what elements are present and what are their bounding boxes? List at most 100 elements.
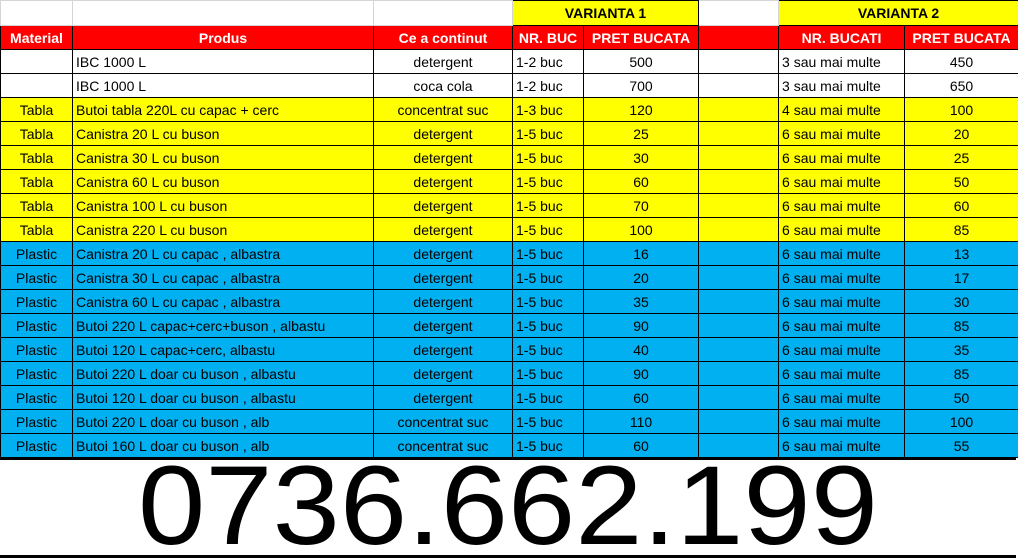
- cell-material[interactable]: Plastic: [1, 338, 73, 362]
- cell-empty[interactable]: [699, 290, 779, 314]
- cell-empty[interactable]: [699, 410, 779, 434]
- cell-produs[interactable]: IBC 1000 L: [73, 50, 374, 74]
- cell-nr1[interactable]: 1-5 buc: [513, 314, 584, 338]
- cell-nr1[interactable]: 1-3 buc: [513, 98, 584, 122]
- cell-continut[interactable]: detergent: [374, 194, 513, 218]
- cell-pret1[interactable]: 30: [584, 146, 699, 170]
- cell-material[interactable]: [1, 50, 73, 74]
- cell-continut[interactable]: detergent: [374, 386, 513, 410]
- cell-continut[interactable]: coca cola: [374, 74, 513, 98]
- cell-pret1[interactable]: 90: [584, 362, 699, 386]
- cell-nr2[interactable]: 6 sau mai multe: [779, 314, 905, 338]
- cell-material[interactable]: Tabla: [1, 122, 73, 146]
- cell-continut[interactable]: detergent: [374, 290, 513, 314]
- cell-nr2[interactable]: 6 sau mai multe: [779, 386, 905, 410]
- cell-pret1[interactable]: 25: [584, 122, 699, 146]
- cell-material[interactable]: Plastic: [1, 242, 73, 266]
- cell-pret2[interactable]: 30: [905, 290, 1018, 314]
- cell-continut[interactable]: detergent: [374, 218, 513, 242]
- cell-empty[interactable]: [699, 434, 779, 458]
- cell-material[interactable]: Plastic: [1, 410, 73, 434]
- cell-pret2[interactable]: 650: [905, 74, 1018, 98]
- cell-produs[interactable]: Canistra 30 L cu capac , albastra: [73, 266, 374, 290]
- cell-material[interactable]: Tabla: [1, 146, 73, 170]
- cell-nr1[interactable]: 1-5 buc: [513, 410, 584, 434]
- cell-nr2[interactable]: 6 sau mai multe: [779, 338, 905, 362]
- cell-pret1[interactable]: 60: [584, 386, 699, 410]
- cell-pret2[interactable]: 50: [905, 386, 1018, 410]
- cell-nr1[interactable]: 1-5 buc: [513, 122, 584, 146]
- cell-material[interactable]: Tabla: [1, 170, 73, 194]
- cell-pret1[interactable]: 20: [584, 266, 699, 290]
- cell-produs[interactable]: Butoi 220 L capac+cerc+buson , albastu: [73, 314, 374, 338]
- cell-pret1[interactable]: 100: [584, 218, 699, 242]
- cell-nr1[interactable]: 1-5 buc: [513, 434, 584, 458]
- cell-empty[interactable]: [699, 242, 779, 266]
- cell-continut[interactable]: concentrat suc: [374, 434, 513, 458]
- cell-pret2[interactable]: 55: [905, 434, 1018, 458]
- cell-material[interactable]: Tabla: [1, 98, 73, 122]
- cell-pret1[interactable]: 35: [584, 290, 699, 314]
- cell-material[interactable]: [1, 74, 73, 98]
- cell-continut[interactable]: detergent: [374, 122, 513, 146]
- cell-empty[interactable]: [699, 74, 779, 98]
- cell-material[interactable]: Plastic: [1, 386, 73, 410]
- cell-empty[interactable]: [699, 98, 779, 122]
- cell-empty[interactable]: [699, 314, 779, 338]
- cell-pret2[interactable]: 100: [905, 98, 1018, 122]
- variant-2-header[interactable]: VARIANTA 2: [779, 1, 1018, 26]
- cell-pret2[interactable]: 13: [905, 242, 1018, 266]
- cell-continut[interactable]: detergent: [374, 338, 513, 362]
- cell-produs[interactable]: Butoi 120 L capac+cerc, albastu: [73, 338, 374, 362]
- cell-nr2[interactable]: 6 sau mai multe: [779, 242, 905, 266]
- cell-nr2[interactable]: 3 sau mai multe: [779, 74, 905, 98]
- cell-produs[interactable]: IBC 1000 L: [73, 74, 374, 98]
- cell-material[interactable]: Plastic: [1, 434, 73, 458]
- cell-nr2[interactable]: 3 sau mai multe: [779, 50, 905, 74]
- header-produs[interactable]: Produs: [73, 26, 374, 50]
- cell-continut[interactable]: detergent: [374, 242, 513, 266]
- cell-nr1[interactable]: 1-5 buc: [513, 362, 584, 386]
- cell-produs[interactable]: Canistra 60 L cu capac , albastra: [73, 290, 374, 314]
- cell-produs[interactable]: Canistra 20 L cu buson: [73, 122, 374, 146]
- cell-pret2[interactable]: 35: [905, 338, 1018, 362]
- cell-empty[interactable]: [699, 362, 779, 386]
- cell-material[interactable]: Tabla: [1, 218, 73, 242]
- cell-nr2[interactable]: 6 sau mai multe: [779, 146, 905, 170]
- header-continut[interactable]: Ce a continut: [374, 26, 513, 50]
- cell-pret2[interactable]: 60: [905, 194, 1018, 218]
- cell-material[interactable]: Plastic: [1, 362, 73, 386]
- cell-pret2[interactable]: 25: [905, 146, 1018, 170]
- cell-produs[interactable]: Canistra 100 L cu buson: [73, 194, 374, 218]
- cell-pret1[interactable]: 60: [584, 170, 699, 194]
- header-material[interactable]: Material: [1, 26, 73, 50]
- cell-produs[interactable]: Canistra 20 L cu capac , albastra: [73, 242, 374, 266]
- cell-continut[interactable]: detergent: [374, 266, 513, 290]
- cell-produs[interactable]: Canistra 220 L cu buson: [73, 218, 374, 242]
- cell-pret1[interactable]: 120: [584, 98, 699, 122]
- cell-pret1[interactable]: 70: [584, 194, 699, 218]
- cell-produs[interactable]: Canistra 30 L cu buson: [73, 146, 374, 170]
- cell-pret2[interactable]: 85: [905, 314, 1018, 338]
- cell-material[interactable]: Tabla: [1, 194, 73, 218]
- cell-nr2[interactable]: 6 sau mai multe: [779, 290, 905, 314]
- header-nr-buc[interactable]: NR. BUC: [513, 26, 584, 50]
- cell[interactable]: [374, 1, 513, 26]
- cell-empty[interactable]: [699, 218, 779, 242]
- cell-continut[interactable]: detergent: [374, 314, 513, 338]
- cell-empty[interactable]: [699, 122, 779, 146]
- cell-nr2[interactable]: 6 sau mai multe: [779, 410, 905, 434]
- cell-pret2[interactable]: 50: [905, 170, 1018, 194]
- cell-produs[interactable]: Butoi tabla 220L cu capac + cerc: [73, 98, 374, 122]
- cell-empty[interactable]: [699, 50, 779, 74]
- cell-nr1[interactable]: 1-5 buc: [513, 338, 584, 362]
- cell-nr1[interactable]: 1-5 buc: [513, 266, 584, 290]
- cell-nr2[interactable]: 6 sau mai multe: [779, 170, 905, 194]
- cell-produs[interactable]: Butoi 120 L doar cu buson , albastu: [73, 386, 374, 410]
- cell-nr2[interactable]: 6 sau mai multe: [779, 266, 905, 290]
- cell-pret1[interactable]: 16: [584, 242, 699, 266]
- cell-nr1[interactable]: 1-5 buc: [513, 386, 584, 410]
- cell-nr1[interactable]: 1-5 buc: [513, 218, 584, 242]
- cell-pret1[interactable]: 90: [584, 314, 699, 338]
- cell-pret2[interactable]: 17: [905, 266, 1018, 290]
